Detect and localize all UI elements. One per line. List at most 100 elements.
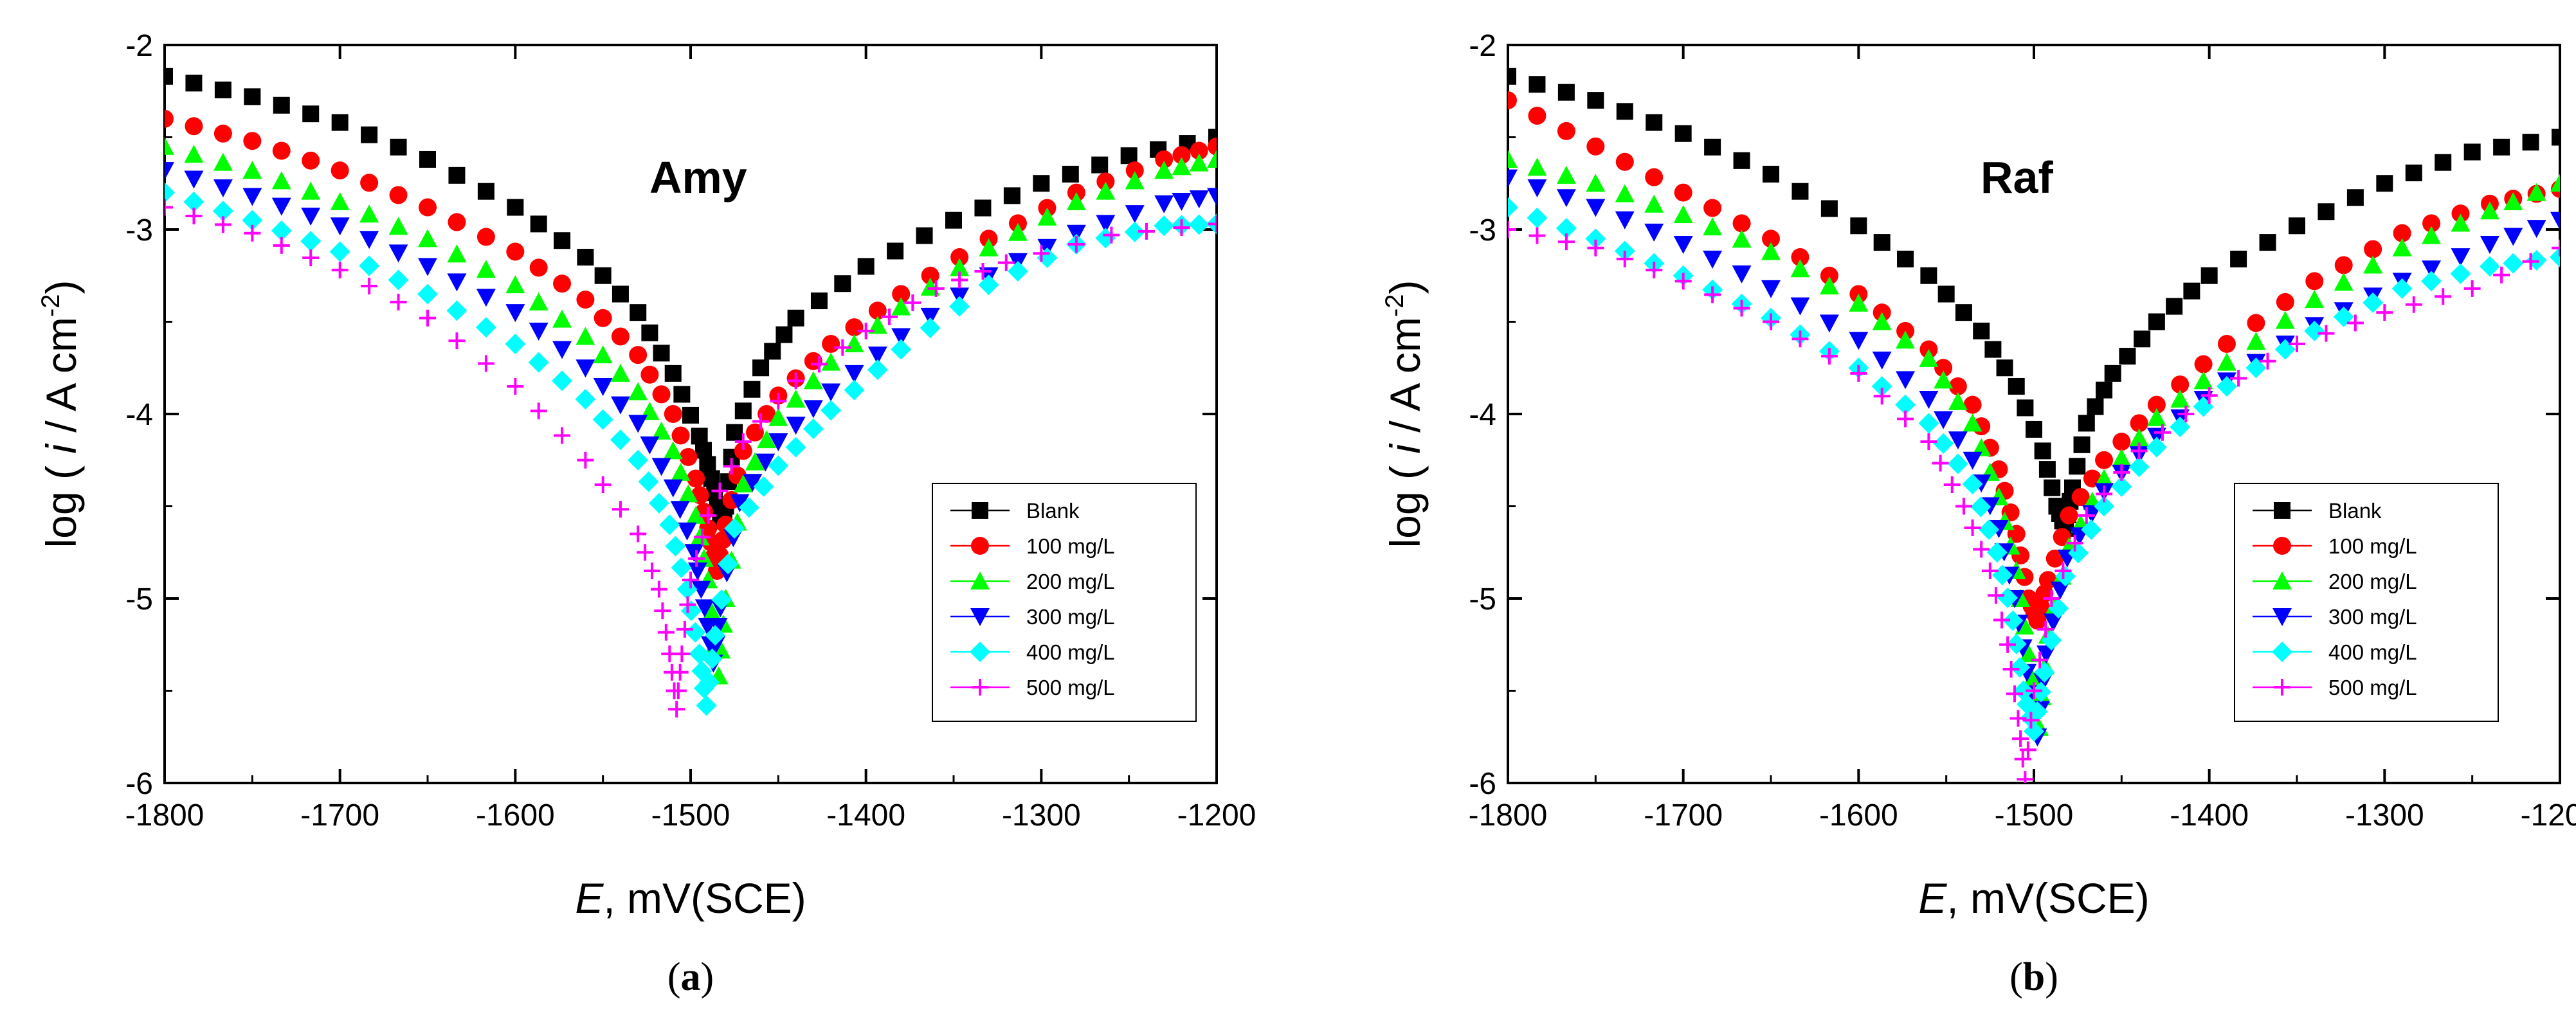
data-point <box>165 199 173 216</box>
panel-title: Amy <box>649 152 747 203</box>
data-point <box>2043 590 2060 607</box>
data-point <box>1587 92 1604 109</box>
data-point <box>684 544 704 562</box>
data-point <box>2170 417 2191 438</box>
data-point <box>330 192 350 210</box>
data-point <box>640 436 660 455</box>
data-point <box>724 518 745 539</box>
data-point <box>1674 183 1692 202</box>
data-point <box>271 197 291 216</box>
data-point <box>1703 199 1722 217</box>
data-point <box>1918 413 1939 434</box>
data-point <box>1037 207 1057 226</box>
data-point <box>726 424 743 441</box>
data-point <box>2166 298 2183 315</box>
data-point <box>1616 103 1633 120</box>
data-point <box>361 126 378 143</box>
legend-box <box>932 483 1197 722</box>
data-point <box>1091 156 1109 174</box>
data-point <box>670 501 690 519</box>
legend-item: 400 mg/L <box>950 640 1115 664</box>
data-point <box>651 421 671 440</box>
data-point <box>687 469 705 488</box>
legend-item: 500 mg/L <box>950 676 1115 699</box>
data-point <box>764 343 781 360</box>
data-point <box>2391 278 2413 299</box>
data-point <box>671 426 690 445</box>
data-point <box>1849 293 1869 312</box>
data-point <box>552 309 572 328</box>
data-point <box>554 427 571 444</box>
data-point <box>1733 152 1750 169</box>
x-axis-title: E, mV(SCE) <box>575 874 806 922</box>
data-point <box>857 258 875 275</box>
data-point <box>2363 292 2384 313</box>
data-point <box>2012 730 2029 748</box>
data-point <box>185 117 203 136</box>
data-point <box>1920 267 1937 284</box>
data-point <box>1096 181 1116 200</box>
data-point <box>753 476 774 497</box>
legend-label: Blank <box>2328 499 2382 523</box>
data-point <box>1933 433 1954 454</box>
data-point <box>359 255 380 276</box>
data-point <box>1955 304 1972 321</box>
data-point <box>867 346 887 365</box>
data-point <box>2002 661 2020 678</box>
data-point <box>2259 234 2276 251</box>
data-point <box>699 456 716 473</box>
data-point <box>165 136 174 155</box>
data-point <box>1932 455 1949 472</box>
data-point <box>638 471 659 492</box>
data-point <box>673 645 691 663</box>
data-point <box>2289 335 2305 352</box>
data-point <box>1067 235 1085 253</box>
data-point <box>768 433 788 452</box>
data-point <box>1095 228 1116 249</box>
data-point <box>184 170 204 189</box>
data-point <box>329 241 350 262</box>
data-point <box>1997 588 2018 609</box>
data-point <box>244 88 261 105</box>
data-point <box>2147 395 2166 414</box>
data-point <box>1964 519 1981 536</box>
data-point <box>834 339 851 356</box>
data-point <box>242 188 262 206</box>
data-point <box>2071 488 2090 507</box>
data-point <box>673 386 691 403</box>
data-point <box>1934 359 1953 377</box>
data-point <box>2045 549 2064 568</box>
y-tick-label: -5 <box>125 582 153 616</box>
data-point <box>273 237 290 254</box>
y-tick-labels: -6 -5 -4 -3 -2 <box>125 29 153 801</box>
data-point <box>2094 496 2115 517</box>
data-point <box>2376 304 2393 321</box>
data-point <box>593 345 613 364</box>
data-point <box>2068 543 2089 564</box>
data-point <box>2193 371 2213 390</box>
data-point <box>694 528 711 546</box>
data-point <box>2134 330 2151 348</box>
data-point <box>594 267 612 284</box>
data-point <box>2334 273 2354 291</box>
legend-label: 500 mg/L <box>2328 676 2417 699</box>
data-point <box>1096 215 1116 233</box>
data-point <box>2550 212 2560 230</box>
data-point <box>787 309 804 327</box>
data-point <box>2479 256 2500 277</box>
data-point <box>1556 189 1576 208</box>
data-point <box>2550 174 2560 192</box>
x-tick-label: -1500 <box>1995 798 2074 833</box>
data-point <box>2104 364 2121 382</box>
data-point <box>1007 261 1028 282</box>
data-point <box>887 242 904 260</box>
data-point <box>891 339 912 360</box>
legend-item: 400 mg/L <box>2253 640 2417 664</box>
data-point <box>610 396 630 415</box>
data-point <box>787 372 804 390</box>
data-point <box>1189 190 1209 209</box>
data-point <box>2130 442 2148 460</box>
data-point <box>699 519 718 537</box>
panel-caption: (b) <box>2009 955 2058 999</box>
data-point <box>1508 91 1517 110</box>
